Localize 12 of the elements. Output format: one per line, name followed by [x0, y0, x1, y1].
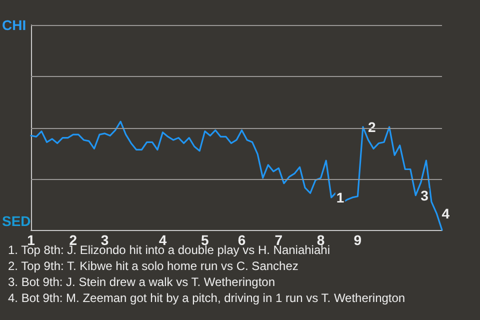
x-tick-label: 3: [100, 232, 109, 248]
text: 4. Bot 9th: M. Zeeman got hit by a pitch, driving in 1 run vs T. Wetherington: [8, 291, 406, 305]
annotation: 4: [442, 206, 450, 222]
text: CHI: [2, 17, 26, 33]
annotation: 3: [420, 187, 429, 204]
annotation: 1: [336, 189, 344, 206]
x-tick-label: 6: [238, 232, 246, 248]
text: 2. Top 9th: T. Kibwe hit a solo home run vs C. Sanchez: [8, 259, 298, 273]
text: 3. Bot 9th: J. Stein drew a walk vs T. Wetherington: [8, 275, 276, 289]
x-tick-label: 4: [158, 232, 167, 248]
x-tick-label: 9: [354, 232, 362, 248]
text: SED: [2, 213, 31, 229]
